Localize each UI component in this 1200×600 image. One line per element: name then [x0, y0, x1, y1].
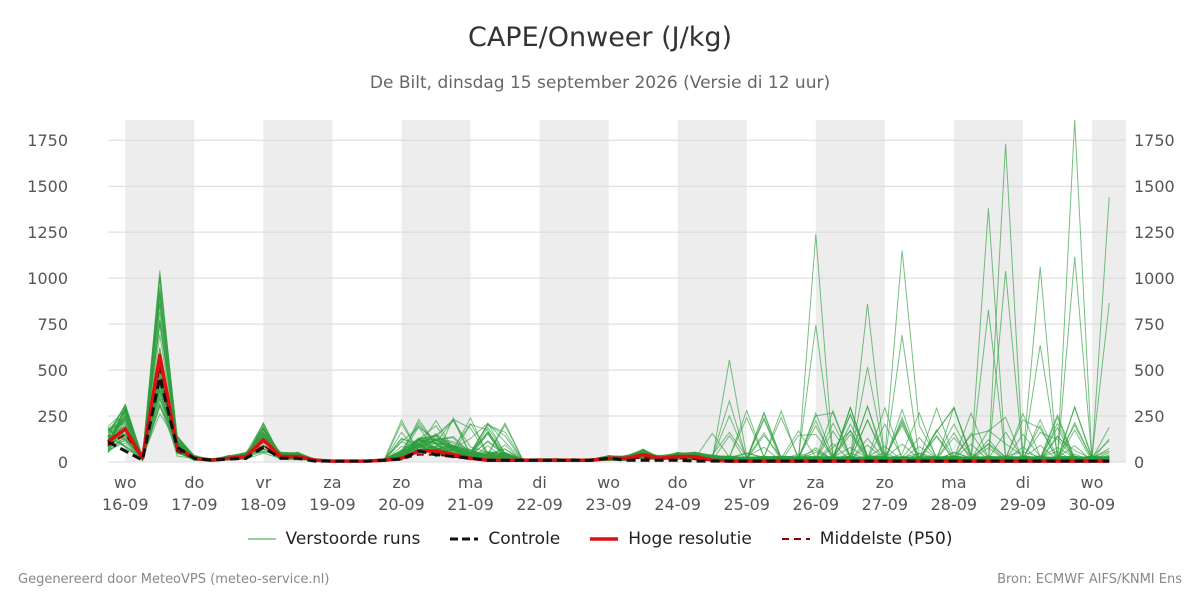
x-tick-day: wo — [1081, 473, 1104, 492]
x-tick-day: vr — [255, 473, 271, 492]
y-tick-label: 500 — [37, 361, 68, 380]
x-tick-day: do — [184, 473, 204, 492]
legend-label: Controle — [488, 529, 561, 549]
x-tick-date: 21-09 — [447, 495, 494, 514]
y-tick-label: 750 — [1134, 315, 1165, 334]
legend-swatch-controle — [450, 537, 479, 541]
legend-item-controle[interactable]: Controle — [450, 529, 560, 549]
x-tick-day: za — [807, 473, 825, 492]
x-tick-day: zo — [876, 473, 894, 492]
chart-title: CAPE/Onweer (J/kg) — [467, 22, 732, 53]
x-tick-date: 17-09 — [171, 495, 218, 514]
y-tick-label: 750 — [37, 315, 68, 334]
x-tick-day: vr — [739, 473, 755, 492]
x-tick-date: 19-09 — [309, 495, 356, 514]
legend-label: Hoge resolutie — [628, 529, 752, 549]
y-tick-label: 1500 — [1134, 177, 1175, 196]
legend-swatch-hoge-resolutie — [590, 537, 619, 541]
y-tick-label: 1250 — [1134, 223, 1175, 242]
footer-credit: Gegenereerd door MeteoVPS (meteo-service… — [18, 572, 330, 587]
x-tick-day: di — [1016, 473, 1031, 492]
night-band — [401, 120, 471, 462]
x-tick-day: ma — [941, 473, 966, 492]
legend-item-hoge-resolutie[interactable]: Hoge resolutie — [590, 529, 752, 549]
x-tick-day: ma — [458, 473, 483, 492]
y-axis-right: 0 250 500 750 1000 1250 1500 1750 — [1134, 131, 1175, 472]
series-line-controle — [107, 375, 1110, 463]
footer-source: Bron: ECMWF AIFS/KNMI Ens — [997, 572, 1182, 587]
legend-swatch-middelste-p50 — [781, 538, 810, 540]
x-tick-date: 29-09 — [1000, 495, 1047, 514]
y-tick-label: 1250 — [27, 223, 68, 242]
night-band — [953, 120, 1023, 462]
y-tick-label: 1000 — [1134, 269, 1175, 288]
main-series — [106, 353, 1110, 463]
night-band — [263, 120, 333, 462]
x-tick-day: wo — [597, 473, 620, 492]
x-tick-date: 16-09 — [102, 495, 149, 514]
y-tick-label: 0 — [1134, 453, 1144, 472]
night-band — [815, 120, 885, 462]
y-tick-label: 1750 — [1134, 131, 1175, 150]
x-tick-date: 18-09 — [240, 495, 287, 514]
x-tick-date: 30-09 — [1069, 495, 1116, 514]
night-band — [677, 120, 747, 462]
legend: Verstoorde runs Controle Hoge resolutie … — [0, 529, 1200, 549]
legend-label: Verstoorde runs — [285, 529, 421, 549]
legend-item-middelste-p50[interactable]: Middelste (P50) — [781, 529, 953, 549]
night-band — [539, 120, 609, 462]
x-tick-date: 26-09 — [793, 495, 840, 514]
x-tick-date: 23-09 — [585, 495, 632, 514]
y-tick-label: 1750 — [27, 131, 68, 150]
y-tick-label: 1500 — [27, 177, 68, 196]
x-tick-day: di — [532, 473, 547, 492]
x-tick-date: 22-09 — [516, 495, 563, 514]
y-tick-label: 250 — [37, 407, 68, 426]
x-tick-day: za — [323, 473, 341, 492]
y-tick-label: 0 — [58, 453, 68, 472]
legend-label: Middelste (P50) — [819, 529, 953, 549]
x-tick-date: 27-09 — [862, 495, 909, 514]
y-tick-label: 1000 — [27, 269, 68, 288]
legend-swatch-verstoorde-runs — [247, 538, 276, 540]
y-axis-left: 0 250 500 750 1000 1250 1500 1750 — [27, 131, 68, 472]
x-tick-day: do — [668, 473, 688, 492]
x-tick-day: zo — [392, 473, 410, 492]
x-axis: wo 16-09 do 17-09 vr 18-09 za 19-09 zo 20-09 ma 21-… — [102, 473, 1115, 514]
x-tick-date: 24-09 — [654, 495, 701, 514]
x-tick-day: wo — [114, 473, 137, 492]
y-tick-label: 250 — [1134, 407, 1165, 426]
x-tick-date: 28-09 — [931, 495, 978, 514]
x-tick-date: 20-09 — [378, 495, 425, 514]
chart-subtitle: De Bilt, dinsdag 15 september 2026 (Vers… — [369, 73, 831, 93]
x-tick-date: 25-09 — [723, 495, 770, 514]
legend-item-verstoorde-runs[interactable]: Verstoorde runs — [247, 529, 421, 549]
night-shading — [125, 120, 1126, 462]
y-tick-label: 500 — [1134, 361, 1165, 380]
